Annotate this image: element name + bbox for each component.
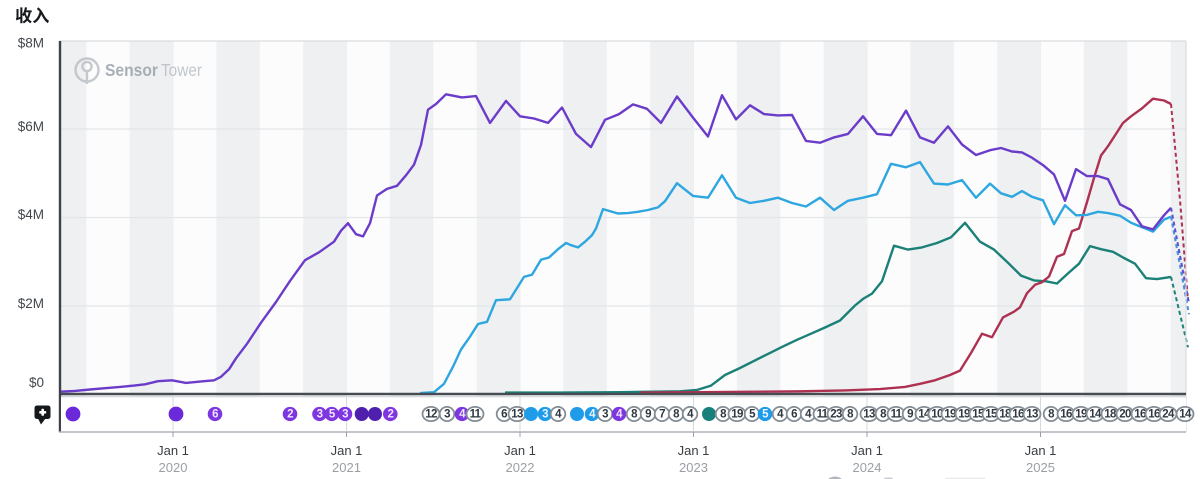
svg-text:2020: 2020 xyxy=(159,460,188,475)
svg-text:14: 14 xyxy=(1179,409,1192,421)
svg-text:8: 8 xyxy=(847,409,854,421)
svg-text:2024: 2024 xyxy=(853,460,882,475)
svg-text:18: 18 xyxy=(1104,409,1117,421)
svg-text:16: 16 xyxy=(1012,409,1024,421)
svg-text:4: 4 xyxy=(555,409,562,421)
svg-text:7: 7 xyxy=(659,409,665,421)
svg-text:19: 19 xyxy=(958,409,970,421)
svg-text:3: 3 xyxy=(444,409,450,421)
svg-text:14: 14 xyxy=(1089,409,1102,421)
svg-text:$4M: $4M xyxy=(18,207,44,222)
svg-text:16: 16 xyxy=(1134,409,1146,421)
svg-text:8: 8 xyxy=(880,409,887,421)
svg-text:12: 12 xyxy=(425,409,437,421)
svg-text:8: 8 xyxy=(631,409,638,421)
svg-text:9: 9 xyxy=(645,409,651,421)
svg-text:2022: 2022 xyxy=(506,460,535,475)
svg-text:19: 19 xyxy=(944,409,956,421)
svg-text:$6M: $6M xyxy=(18,119,44,134)
svg-text:3: 3 xyxy=(342,409,348,421)
svg-text:19: 19 xyxy=(731,409,743,421)
svg-text:24: 24 xyxy=(1162,409,1175,421)
svg-text:13: 13 xyxy=(1026,409,1038,421)
svg-text:6: 6 xyxy=(501,409,507,421)
svg-text:15: 15 xyxy=(985,409,998,421)
svg-text:4: 4 xyxy=(777,409,784,421)
svg-text:9: 9 xyxy=(907,409,913,421)
svg-text:4: 4 xyxy=(687,409,694,421)
svg-text:4: 4 xyxy=(616,409,623,421)
svg-text:$2M: $2M xyxy=(18,296,44,311)
svg-text:11: 11 xyxy=(470,409,482,421)
svg-text:Jan 1: Jan 1 xyxy=(504,443,536,458)
svg-text:19: 19 xyxy=(1075,409,1087,421)
svg-text:16: 16 xyxy=(1060,409,1072,421)
svg-text:4: 4 xyxy=(805,409,812,421)
svg-text:$8M: $8M xyxy=(18,36,44,51)
svg-text:16: 16 xyxy=(1148,409,1160,421)
svg-text:20: 20 xyxy=(1119,409,1131,421)
svg-text:11: 11 xyxy=(817,409,829,421)
svg-text:Jan 1: Jan 1 xyxy=(678,443,710,458)
svg-text:13: 13 xyxy=(511,409,523,421)
svg-text:Jan 1: Jan 1 xyxy=(157,443,189,458)
svg-text:8: 8 xyxy=(720,409,727,421)
svg-text:Jan 1: Jan 1 xyxy=(851,443,883,458)
svg-text:2023: 2023 xyxy=(679,460,708,475)
svg-text:11: 11 xyxy=(891,409,903,421)
svg-text:4: 4 xyxy=(589,409,596,421)
svg-text:3: 3 xyxy=(602,409,608,421)
svg-text:13: 13 xyxy=(863,409,875,421)
svg-text:5: 5 xyxy=(762,409,769,421)
svg-text:5: 5 xyxy=(749,409,756,421)
svg-text:3: 3 xyxy=(317,409,323,421)
svg-text:6: 6 xyxy=(791,409,797,421)
svg-text:$0: $0 xyxy=(29,375,44,390)
svg-text:5: 5 xyxy=(329,409,336,421)
svg-text:3: 3 xyxy=(542,409,548,421)
svg-text:Jan 1: Jan 1 xyxy=(1025,443,1057,458)
svg-text:8: 8 xyxy=(673,409,680,421)
svg-text:6: 6 xyxy=(212,409,218,421)
svg-text:2: 2 xyxy=(287,409,293,421)
svg-text:2021: 2021 xyxy=(332,460,361,475)
svg-text:2025: 2025 xyxy=(1026,460,1055,475)
svg-text:23: 23 xyxy=(830,409,842,421)
svg-text:2: 2 xyxy=(387,409,393,421)
svg-text:Sensor: Sensor xyxy=(105,60,158,80)
svg-text:Tower: Tower xyxy=(161,60,202,80)
svg-text:8: 8 xyxy=(1048,409,1055,421)
svg-text:10: 10 xyxy=(931,409,943,421)
svg-text:Jan 1: Jan 1 xyxy=(331,443,363,458)
svg-text:4: 4 xyxy=(459,409,466,421)
